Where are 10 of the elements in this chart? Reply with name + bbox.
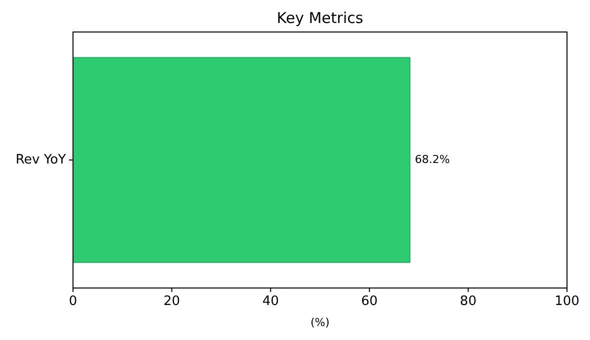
data-label: 68.2% bbox=[414, 153, 450, 166]
x-tick-label: 0 bbox=[68, 294, 78, 309]
x-tick-label: 60 bbox=[361, 294, 378, 309]
x-axis-title: (%) bbox=[310, 316, 330, 329]
chart-title: Key Metrics bbox=[276, 9, 364, 27]
x-tick-label: 80 bbox=[460, 294, 476, 309]
y-tick-label: Rev YoY bbox=[16, 152, 66, 168]
x-tick-label: 40 bbox=[262, 294, 279, 309]
x-tick-label: 100 bbox=[554, 294, 580, 309]
x-tick-label: 20 bbox=[164, 294, 180, 309]
